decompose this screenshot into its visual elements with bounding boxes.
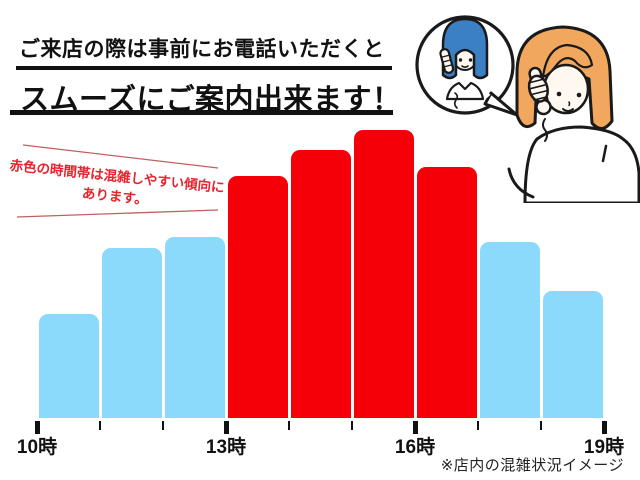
speech-bubble <box>415 15 519 117</box>
customer-fingers <box>527 78 547 101</box>
axis-label-19時: 19時 <box>583 437 625 458</box>
customer-eye-left <box>556 91 562 97</box>
bar-17-18時 <box>479 242 540 418</box>
bar-18-19時 <box>542 291 603 418</box>
footnote: ※店内の混雑状況イメージ <box>440 457 624 474</box>
customer-nose <box>568 101 571 107</box>
customer-illustration <box>507 25 640 203</box>
staff-hair <box>441 17 489 80</box>
staff-illustration <box>439 17 489 109</box>
customer-eye-right <box>576 92 582 98</box>
headline-line1: ご来店の際は事前にお電話いただくと <box>19 38 385 61</box>
staff-phone-hand <box>439 48 455 74</box>
customer-body <box>523 125 640 203</box>
customer-hair <box>515 25 614 130</box>
bar-10-11時 <box>38 314 99 418</box>
axis-major-tick <box>601 421 607 434</box>
customer-arm-line <box>507 167 535 199</box>
bar-14-15時 <box>290 150 351 418</box>
customer-phone-hand <box>527 66 552 116</box>
bar-12-13時 <box>164 237 225 418</box>
customer-smile <box>562 108 574 112</box>
axis-minor-tick <box>99 421 101 430</box>
axis-label-13時: 13時 <box>205 437 247 458</box>
bar-13-14時 <box>227 176 288 418</box>
staff-smile <box>461 65 469 69</box>
speech-bubble-tail <box>483 91 519 117</box>
headline-underline-2 <box>10 110 393 115</box>
axis-major-tick <box>412 421 418 434</box>
customer-fringe <box>541 43 594 79</box>
axis-minor-tick <box>477 421 479 430</box>
axis-minor-tick <box>540 421 542 430</box>
axis-label-10時: 10時 <box>16 437 58 458</box>
headline-underline-1 <box>16 66 392 70</box>
axis-major-tick <box>223 421 229 434</box>
staff-phone-cord-icon <box>453 92 459 109</box>
bar-15-16時 <box>353 130 414 418</box>
customer-sleeve-line <box>601 144 608 163</box>
staff-fingers <box>441 54 453 68</box>
staff-eye-left <box>458 58 463 62</box>
axis-minor-tick <box>162 421 164 430</box>
bar-11-12時 <box>101 248 162 418</box>
axis-label-16時: 16時 <box>394 437 436 458</box>
axis-minor-tick <box>288 421 290 430</box>
axis-minor-tick <box>351 421 353 430</box>
phone-cord-icon <box>542 118 548 142</box>
bar-16-17時 <box>416 167 477 418</box>
axis-major-tick <box>34 421 40 434</box>
staff-eye-right <box>468 58 473 62</box>
phone-call-illustration <box>415 15 640 203</box>
